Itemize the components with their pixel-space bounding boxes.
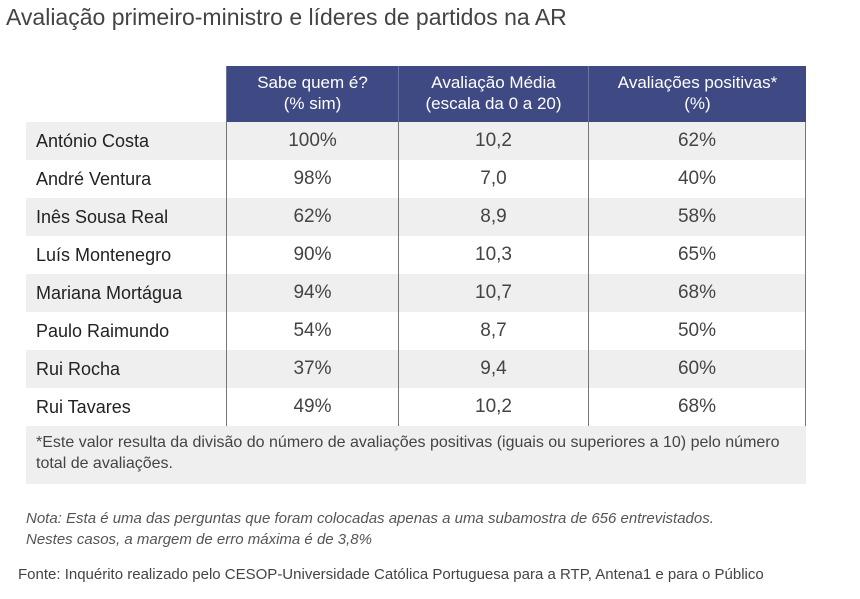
positive-cell: 68% bbox=[588, 274, 806, 312]
positive-cell: 65% bbox=[588, 236, 806, 274]
average-cell: 10,2 bbox=[398, 122, 588, 160]
positive-cell: 40% bbox=[588, 160, 806, 198]
positive-cell: 62% bbox=[588, 122, 806, 160]
positive-cell: 68% bbox=[588, 388, 806, 426]
positive-cell: 50% bbox=[588, 312, 806, 350]
leader-name: Mariana Mortágua bbox=[36, 282, 183, 303]
known-cell: 90% bbox=[226, 236, 398, 274]
table-row: Paulo Raimundo 54% 8,7 50% bbox=[26, 312, 806, 350]
known-cell: 37% bbox=[226, 350, 398, 388]
known-cell: 62% bbox=[226, 198, 398, 236]
average-cell: 10,7 bbox=[398, 274, 588, 312]
average-cell: 10,2 bbox=[398, 388, 588, 426]
known-cell: 100% bbox=[226, 122, 398, 160]
leader-name: Luís Montenegro bbox=[36, 244, 172, 265]
known-cell: 49% bbox=[226, 388, 398, 426]
table-row: António Costa 100% 10,2 62% bbox=[26, 122, 806, 160]
known-cell: 54% bbox=[226, 312, 398, 350]
average-cell: 8,9 bbox=[398, 198, 588, 236]
known-cell: 94% bbox=[226, 274, 398, 312]
footnote: *Este valor resulta da divisão do número… bbox=[26, 426, 806, 484]
table-row: Rui Tavares 49% 10,2 68% bbox=[26, 388, 806, 426]
header-average: Avaliação Média (escala da 0 a 20) bbox=[398, 66, 588, 122]
average-cell: 9,4 bbox=[398, 350, 588, 388]
leader-name: Rui Rocha bbox=[36, 358, 121, 379]
leader-name: Inês Sousa Real bbox=[36, 206, 169, 227]
leader-name: António Costa bbox=[36, 130, 150, 151]
known-cell: 98% bbox=[226, 160, 398, 198]
average-cell: 7,0 bbox=[398, 160, 588, 198]
positive-cell: 58% bbox=[588, 198, 806, 236]
leader-name: Paulo Raimundo bbox=[36, 320, 170, 341]
table-row: Rui Rocha 37% 9,4 60% bbox=[26, 350, 806, 388]
table-header: Sabe quem é? (% sim) Avaliação Média (esca… bbox=[26, 66, 806, 122]
table-row: André Ventura 98% 7,0 40% bbox=[26, 160, 806, 198]
average-cell: 8,7 bbox=[398, 312, 588, 350]
positive-cell: 60% bbox=[588, 350, 806, 388]
leader-name: André Ventura bbox=[36, 168, 152, 189]
leader-name: Rui Tavares bbox=[36, 396, 131, 417]
source: Fonte: Inquérito realizado pelo CESOP-Un… bbox=[18, 566, 764, 583]
header-positive: Avaliações positivas* (%) bbox=[588, 66, 806, 122]
table-row: Inês Sousa Real 62% 8,9 58% bbox=[26, 198, 806, 236]
page-title: Avaliação primeiro-ministro e líderes de… bbox=[6, 4, 567, 30]
header-known: Sabe quem é? (% sim) bbox=[226, 66, 398, 122]
table-row: Mariana Mortágua 94% 10,7 68% bbox=[26, 274, 806, 312]
table-row: Luís Montenegro 90% 10,3 65% bbox=[26, 236, 806, 274]
ratings-table: Sabe quem é? (% sim) Avaliação Média (esca… bbox=[26, 66, 806, 484]
average-cell: 10,3 bbox=[398, 236, 588, 274]
note: Nota: Esta é uma das perguntas que foram… bbox=[26, 510, 714, 548]
